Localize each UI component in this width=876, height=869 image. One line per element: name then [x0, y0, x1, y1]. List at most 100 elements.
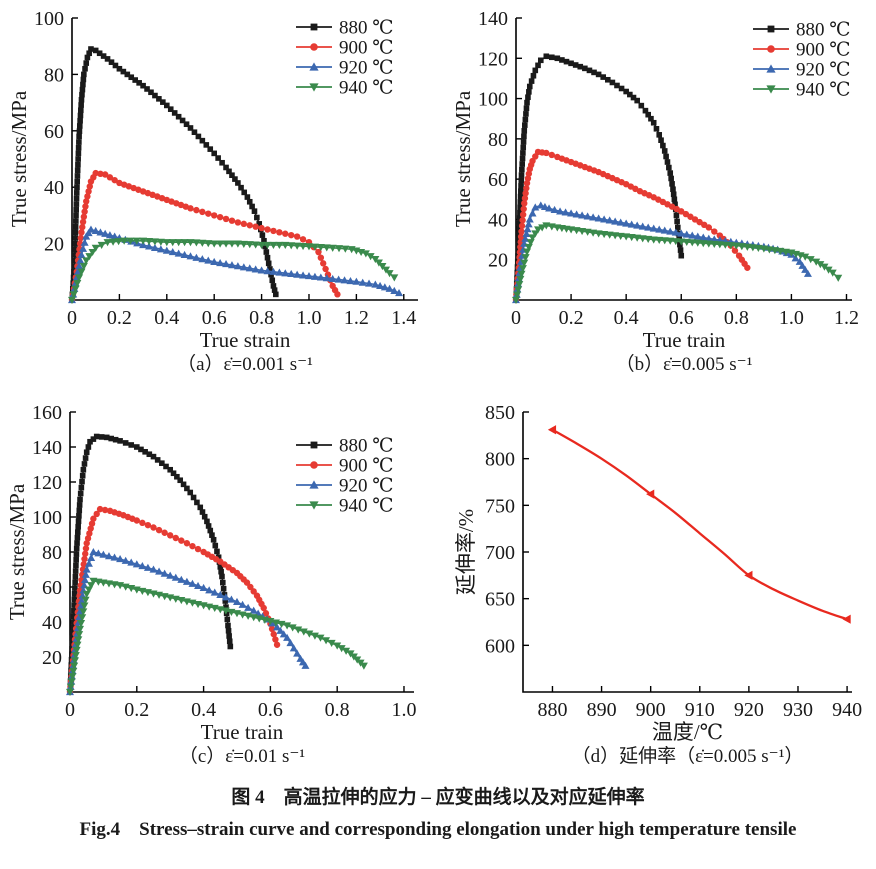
svg-text:60: 60: [488, 169, 508, 191]
svg-text:1.2: 1.2: [834, 307, 859, 329]
caption-d: （d）延伸率（ε̇=0.005 s⁻¹）: [571, 746, 804, 767]
svg-text:80: 80: [42, 542, 62, 564]
svg-text:120: 120: [478, 48, 508, 70]
svg-text:850: 850: [485, 402, 515, 424]
svg-text:20: 20: [488, 250, 508, 272]
svg-text:0.6: 0.6: [258, 699, 283, 721]
panel-d: 880 890 900 910 920 930 940 600 650 700 750 800 850 温…: [438, 382, 876, 774]
svg-text:920 ℃: 920 ℃: [796, 60, 851, 81]
axes: 880 890 900 910 920 930 940 600 650 700 750 800 850: [485, 402, 862, 721]
svg-text:1.0: 1.0: [779, 307, 804, 329]
axes: 0 0.2 0.4 0.6 0.8 1.0 1.2 20 40 60 80 100 120 140: [478, 8, 859, 329]
svg-text:880 ℃: 880 ℃: [339, 436, 394, 457]
chart-d-elongation: 880 890 900 910 920 930 940 600 650 700 750 800 850 温…: [438, 382, 876, 744]
svg-text:0.2: 0.2: [107, 307, 132, 329]
caption-c: （c）ε̇=0.01 s⁻¹: [178, 746, 306, 767]
series-900 ℃: [68, 169, 341, 304]
svg-text:880 ℃: 880 ℃: [339, 18, 394, 39]
chart-c-stress-strain-001: 0 0.2 0.4 0.6 0.8 1.0 20 40 60 80 100 120 140 160 True…: [0, 382, 438, 744]
svg-text:0.8: 0.8: [724, 307, 749, 329]
figure-caption-zh: 图 4 高温拉伸的应力 – 应变曲线以及对应延伸率: [231, 787, 645, 808]
svg-text:920 ℃: 920 ℃: [339, 58, 394, 79]
svg-text:910: 910: [685, 699, 715, 721]
svg-text:100: 100: [32, 507, 62, 529]
svg-text:940 ℃: 940 ℃: [796, 80, 851, 101]
svg-text:100: 100: [34, 8, 64, 30]
svg-text:920 ℃: 920 ℃: [339, 476, 394, 497]
series-880 ℃: [513, 53, 685, 303]
svg-text:900: 900: [636, 699, 666, 721]
svg-text:0.4: 0.4: [614, 307, 639, 329]
svg-text:0.4: 0.4: [191, 699, 216, 721]
svg-text:940 ℃: 940 ℃: [339, 78, 394, 99]
svg-text:900 ℃: 900 ℃: [339, 456, 394, 477]
svg-text:40: 40: [42, 612, 62, 634]
figure-captions: 图 4 高温拉伸的应力 – 应变曲线以及对应延伸率 Fig.4 Stress–s…: [0, 784, 876, 844]
axes: 0 0.2 0.4 0.6 0.8 1.0 1.2 1.4 20 40 60 80 100: [34, 8, 418, 329]
svg-text:1.0: 1.0: [391, 699, 416, 721]
svg-text:60: 60: [42, 577, 62, 599]
svg-text:700: 700: [485, 542, 515, 564]
y-axis-label: True stress/MPa: [451, 90, 475, 227]
series-900 ℃: [66, 505, 281, 696]
svg-text:890: 890: [587, 699, 617, 721]
series-940 ℃: [66, 577, 368, 696]
svg-text:0.2: 0.2: [124, 699, 149, 721]
panel-a: 0 0.2 0.4 0.6 0.8 1.0 1.2 1.4 20 40 60 80 100 True st…: [0, 0, 438, 382]
svg-text:1.0: 1.0: [296, 307, 321, 329]
svg-text:160: 160: [32, 402, 62, 424]
svg-text:0: 0: [65, 699, 75, 721]
chart-grid: 0 0.2 0.4 0.6 0.8 1.0 1.2 1.4 20 40 60 80 100 True st…: [0, 0, 876, 774]
caption-b: （b）ε̇=0.005 s⁻¹: [615, 354, 753, 375]
y-axis-label: True stress/MPa: [5, 483, 29, 620]
svg-text:0.2: 0.2: [559, 307, 584, 329]
svg-text:20: 20: [44, 234, 64, 256]
svg-text:750: 750: [485, 495, 515, 517]
svg-text:0: 0: [67, 307, 77, 329]
svg-text:0.4: 0.4: [154, 307, 179, 329]
svg-text:60: 60: [44, 121, 64, 143]
svg-text:140: 140: [32, 437, 62, 459]
svg-text:100: 100: [478, 89, 508, 111]
svg-text:0: 0: [511, 307, 521, 329]
svg-text:120: 120: [32, 472, 62, 494]
svg-text:940: 940: [832, 699, 862, 721]
y-axis-label: True stress/MPa: [7, 90, 31, 227]
series-延伸率: [547, 425, 851, 624]
svg-text:80: 80: [44, 64, 64, 86]
svg-text:0.6: 0.6: [669, 307, 694, 329]
x-axis-label: True train: [201, 720, 284, 744]
svg-text:800: 800: [485, 449, 515, 471]
series-920 ℃: [68, 225, 404, 304]
x-axis-label: True strain: [200, 328, 291, 352]
panel-b: 0 0.2 0.4 0.6 0.8 1.0 1.2 20 40 60 80 100 120 140 True…: [438, 0, 876, 382]
series-880 ℃: [67, 433, 234, 695]
x-axis-label: True train: [643, 328, 726, 352]
svg-text:0.8: 0.8: [325, 699, 350, 721]
svg-text:920: 920: [734, 699, 764, 721]
svg-text:880: 880: [537, 699, 567, 721]
svg-text:600: 600: [485, 635, 515, 657]
chart-a-stress-strain-0001: 0 0.2 0.4 0.6 0.8 1.0 1.2 1.4 20 40 60 80 100 True st…: [0, 0, 438, 352]
svg-text:880 ℃: 880 ℃: [796, 20, 851, 41]
x-axis-label: 温度/℃: [652, 720, 723, 744]
svg-text:1.4: 1.4: [391, 307, 416, 329]
series-920 ℃: [512, 201, 812, 304]
svg-text:900 ℃: 900 ℃: [796, 40, 851, 61]
figure-caption-en: Fig.4 Stress–strain curve and correspond…: [79, 819, 797, 840]
svg-text:930: 930: [783, 699, 813, 721]
svg-text:40: 40: [44, 177, 64, 199]
svg-text:40: 40: [488, 209, 508, 231]
axes: 0 0.2 0.4 0.6 0.8 1.0 20 40 60 80 100 120 140 160: [32, 402, 416, 721]
y-axis-label: 延伸率/%: [454, 509, 478, 595]
svg-text:1.2: 1.2: [344, 307, 369, 329]
svg-text:140: 140: [478, 8, 508, 30]
chart-b-stress-strain-0005: 0 0.2 0.4 0.6 0.8 1.0 1.2 20 40 60 80 100 120 140 True…: [438, 0, 876, 352]
svg-text:650: 650: [485, 589, 515, 611]
svg-text:0.8: 0.8: [249, 307, 274, 329]
panel-c: 0 0.2 0.4 0.6 0.8 1.0 20 40 60 80 100 120 140 160 True…: [0, 382, 438, 774]
